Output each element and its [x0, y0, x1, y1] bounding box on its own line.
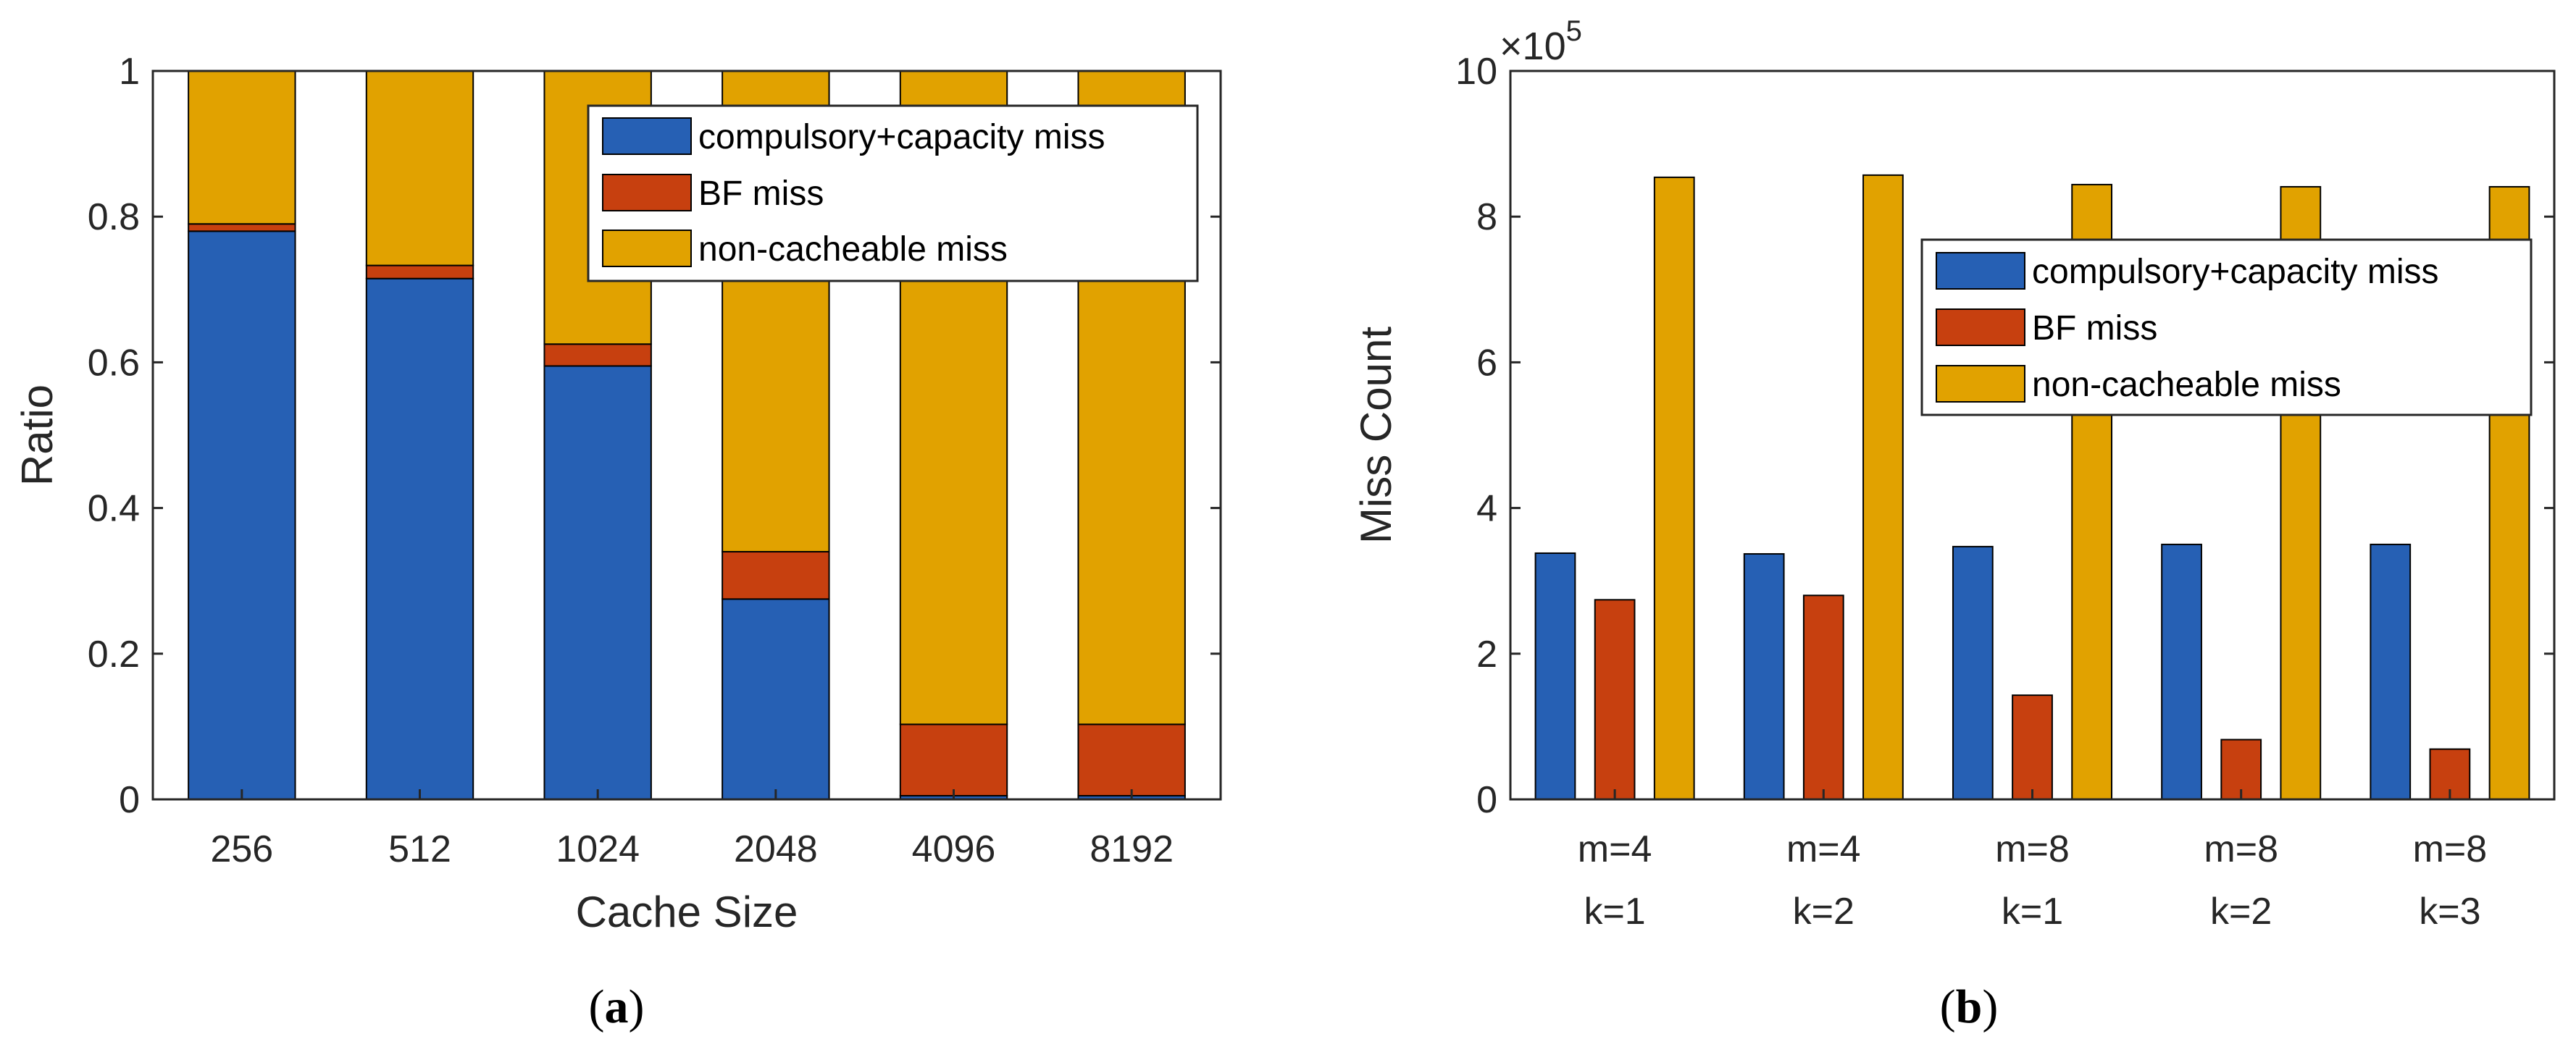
chart-a-legend-swatch-noncacheable [602, 230, 692, 267]
bar-bf-m=4-k=2 [1802, 594, 1844, 800]
chart-a-legend: compulsory+capacity miss BF miss non-cac… [587, 104, 1199, 282]
chart-a-x-tick-label: 1024 [556, 828, 640, 870]
chart-b-legend: compulsory+capacity miss BF miss non-cac… [1920, 238, 2533, 416]
chart-b-exponent-base: ×10 [1500, 25, 1566, 68]
chart-b-legend-swatch-noncacheable [1936, 365, 2025, 403]
bar-compulsory-m=8-k=2 [2161, 543, 2202, 801]
chart-a-y-tick-label: 0 [119, 779, 140, 821]
chart-a-x-tick-label: 512 [388, 828, 451, 870]
bar-noncacheable-512 [365, 70, 474, 266]
chart-a-x-tick-label: 4096 [912, 828, 996, 870]
bar-noncacheable-m=4-k=2 [1862, 174, 1904, 801]
chart-a-legend-swatch-bf [602, 174, 692, 211]
chart-b-x-tick-label-line2: k=1 [2002, 891, 2063, 933]
chart-b-y-tick-label: 2 [1476, 634, 1497, 676]
chart-b-x-tick-label-line2: k=2 [1793, 891, 1854, 933]
bar-compulsory-2048 [722, 598, 830, 800]
bar-bf-2048 [722, 550, 830, 600]
chart-a-legend-label-noncacheable: non-cacheable miss [698, 230, 1008, 269]
chart-b-y-axis: 0 2 4 6 8 10 [1455, 51, 2554, 821]
chart-b-legend-swatch-bf [1936, 308, 2025, 346]
chart-a-y-tick-label: 0.8 [88, 196, 140, 238]
chart-b-legend-swatch-compulsory [1936, 252, 2025, 290]
bar-compulsory-512 [365, 277, 474, 800]
chart-a-y-label: Ratio [13, 384, 62, 486]
chart-b-x-tick-label-line1: m=8 [2204, 828, 2278, 870]
bar-compulsory-m=8-k=3 [2370, 543, 2412, 801]
chart-a-x-tick-label: 256 [210, 828, 273, 870]
bar-bf-1024 [543, 343, 652, 367]
chart-b-legend-label-bf: BF miss [2032, 309, 2157, 348]
bar-noncacheable-m=4-k=1 [1653, 176, 1695, 801]
chart-a-x-tick-label: 2048 [734, 828, 818, 870]
chart-a-y-axis: 0 0.2 0.4 0.6 0.8 1 [88, 51, 1221, 821]
chart-b-x-tick-label-line2: k=1 [1584, 891, 1645, 933]
bar-compulsory-256 [188, 230, 296, 800]
chart-a-x-axis: 256 512 1024 2048 4096 8192 [210, 789, 1174, 870]
chart-a-y-tick-label: 0.2 [88, 634, 140, 676]
chart-b-x-axis: m=4 k=1 m=4 k=2 m=8 k=1 m=8 k=2 m=8 k=3 [1578, 789, 2487, 933]
chart-a-x-tick-label: 8192 [1090, 828, 1174, 870]
bar-bf-m=8-k=1 [2012, 694, 2053, 801]
bar-bf-256 [188, 223, 296, 232]
bar-compulsory-1024 [543, 365, 652, 800]
chart-b-y-tick-label: 4 [1476, 488, 1497, 530]
bar-compulsory-m=4-k=2 [1743, 552, 1785, 801]
chart-b-y-tick-label: 0 [1476, 779, 1497, 821]
chart-a-legend-swatch-compulsory [602, 117, 692, 155]
bar-bf-4096 [899, 723, 1008, 796]
chart-b: 0 2 4 6 8 10 m=4 k=1 m=4 k=2 m=8 k=1 m=8 k=2 m=8 k=3 M… [1352, 15, 2556, 1033]
chart-b-y-tick-label: 10 [1455, 51, 1497, 93]
chart-a: 0 0.2 0.4 0.6 0.8 1 256 512 1024 2048 4096 8192 Ca… [13, 51, 1222, 1033]
chart-b-x-tick-label-line1: m=4 [1786, 828, 1861, 870]
chart-a-legend-label-compulsory: compulsory+capacity miss [698, 118, 1105, 156]
bar-bf-8192 [1077, 723, 1186, 796]
chart-b-exponent-label: ×105 [1500, 15, 1582, 68]
panel-label-b: (b) [1940, 980, 1999, 1033]
chart-b-exponent-power: 5 [1566, 15, 1582, 47]
chart-a-legend-label-bf: BF miss [698, 174, 824, 213]
chart-b-x-tick-label-line1: m=8 [1995, 828, 2070, 870]
bar-compulsory-m=8-k=1 [1952, 545, 1994, 801]
bar-noncacheable-256 [188, 70, 296, 225]
chart-b-x-tick-label-line1: m=4 [1578, 828, 1652, 870]
panel-label-a: (a) [589, 980, 645, 1033]
chart-a-y-tick-label: 0.6 [88, 342, 140, 384]
bar-bf-m=4-k=1 [1594, 599, 1636, 801]
chart-b-legend-label-noncacheable: non-cacheable miss [2032, 366, 2341, 404]
bar-compulsory-m=4-k=1 [1534, 552, 1576, 800]
chart-b-x-tick-label-line2: k=2 [2210, 891, 2272, 933]
bar-bf-512 [365, 264, 474, 279]
chart-b-x-tick-label-line2: k=3 [2419, 891, 2480, 933]
chart-a-axes-box [151, 70, 1222, 801]
chart-b-legend-label-compulsory: compulsory+capacity miss [2032, 253, 2439, 291]
chart-b-y-tick-label: 8 [1476, 196, 1497, 238]
chart-b-y-tick-label: 6 [1476, 342, 1497, 384]
chart-b-x-tick-label-line1: m=8 [2413, 828, 2488, 870]
chart-b-y-label: Miss Count [1352, 327, 1400, 544]
chart-a-y-tick-label: 1 [119, 51, 140, 93]
chart-a-x-label: Cache Size [576, 888, 798, 936]
chart-a-y-tick-label: 0.4 [88, 488, 140, 530]
